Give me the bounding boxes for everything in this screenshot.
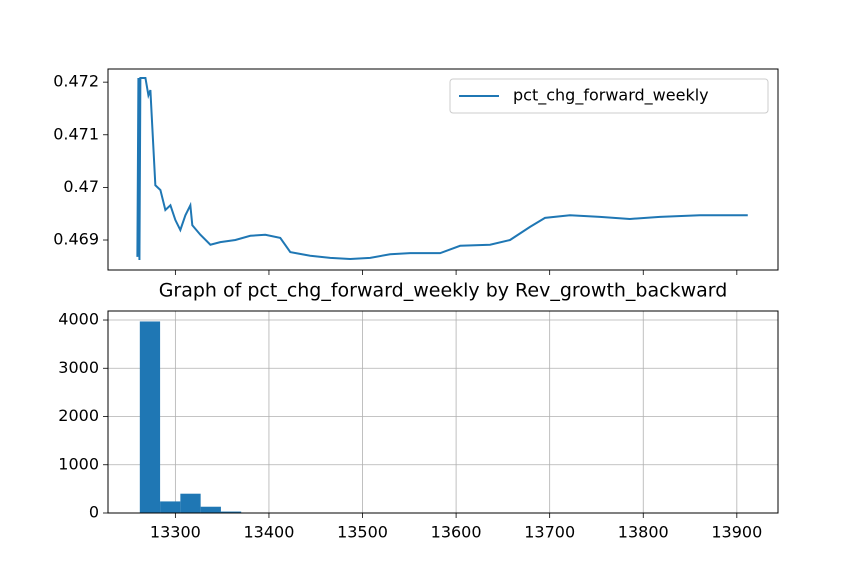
y-tick-label: 0.469 xyxy=(53,230,99,249)
x-tick-label: 13600 xyxy=(431,523,482,542)
y-tick-label: 1000 xyxy=(58,454,99,473)
x-tick-label: 13400 xyxy=(243,523,294,542)
x-tick-label: 13300 xyxy=(150,523,201,542)
y-tick-label: 0 xyxy=(89,503,99,522)
bar xyxy=(140,321,160,513)
x-tick-label: 13700 xyxy=(524,523,575,542)
bar xyxy=(160,501,180,513)
x-tick-label: 13900 xyxy=(711,523,762,542)
bar xyxy=(201,507,221,513)
y-tick-label: 0.472 xyxy=(53,72,99,91)
x-tick-label: 13500 xyxy=(337,523,388,542)
y-tick-label: 3000 xyxy=(58,358,99,377)
chart-title: Graph of pct_chg_forward_weekly by Rev_g… xyxy=(159,280,728,302)
y-tick-label: 2000 xyxy=(58,406,99,425)
y-tick-label: 4000 xyxy=(58,310,99,329)
legend-label: pct_chg_forward_weekly xyxy=(513,86,709,106)
x-tick-label: 13800 xyxy=(618,523,669,542)
y-tick-label: 0.471 xyxy=(53,124,99,143)
y-tick-label: 0.47 xyxy=(63,177,99,196)
bar xyxy=(180,494,200,513)
